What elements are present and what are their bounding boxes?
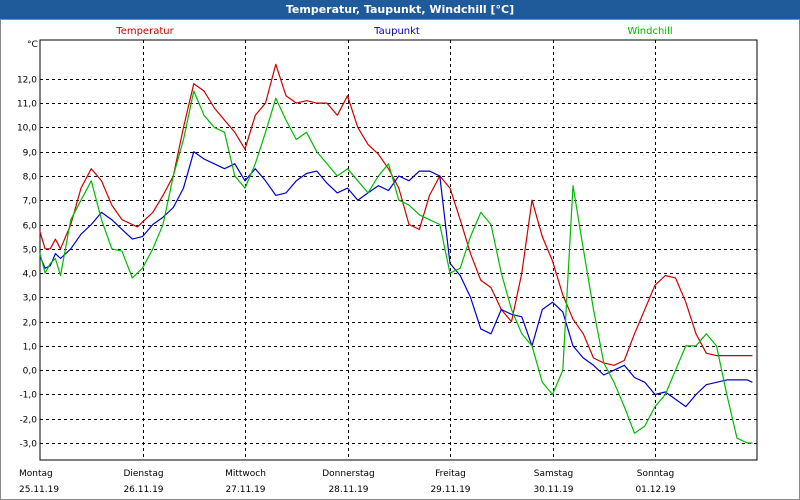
- grid-lines: [39, 39, 758, 461]
- y-tick-label: -2,0: [19, 416, 37, 426]
- y-tick-label: 12,0: [17, 76, 37, 86]
- x-tick-date-label: 01.12.19: [635, 485, 675, 495]
- y-tick-label: -3,0: [19, 440, 37, 450]
- y-tick-label: 4,0: [23, 270, 38, 280]
- y-tick-label: -1,0: [19, 391, 37, 401]
- series-line-temperatur: [39, 63, 753, 366]
- y-tick-label: 3,0: [23, 294, 38, 304]
- legend-taupunkt: Taupunkt: [373, 26, 420, 37]
- x-tick-day-label: Sonntag: [637, 469, 674, 479]
- y-tick-label: 2,0: [23, 319, 38, 329]
- y-tick-label: 10,0: [17, 124, 37, 134]
- x-tick-date-label: 25.11.19: [19, 485, 59, 495]
- x-tick-day-label: Freitag: [435, 469, 466, 479]
- y-tick-label: 8,0: [23, 173, 38, 183]
- x-tick-day-label: Mittwoch: [225, 469, 266, 479]
- x-tick-date-label: 28.11.19: [328, 485, 368, 495]
- chart-title: Temperatur, Taupunkt, Windchill [°C]: [0, 0, 800, 19]
- x-axis: Montag 25.11.19 Dienstag 26.11.19 Mittwoch 27…: [19, 469, 676, 495]
- x-tick-date-label: 30.11.19: [533, 485, 573, 495]
- x-tick-date-label: 26.11.19: [123, 485, 163, 495]
- y-tick-label: 9,0: [23, 149, 38, 159]
- legend-temperatur: Temperatur: [115, 26, 174, 37]
- y-tick-label: 5,0: [23, 246, 38, 256]
- x-tick-day-label: Samstag: [534, 469, 573, 479]
- y-tick-label: 7,0: [23, 197, 38, 207]
- y-tick-label: 0,0: [23, 367, 38, 377]
- x-tick-date-label: 27.11.19: [225, 485, 265, 495]
- y-tick-label: 6,0: [23, 222, 38, 232]
- series-line-taupunkt: [39, 151, 753, 408]
- series-line-windchill: [39, 90, 753, 444]
- x-tick-date-label: 29.11.19: [430, 485, 470, 495]
- x-tick-day-label: Donnerstag: [322, 469, 375, 479]
- y-tick-label: 11,0: [17, 100, 37, 110]
- y-axis: 12,0 11,0 10,0 9,0 8,0 7,0 6,0 5,0 4,0 3,0 2,0 1,0 0…: [17, 76, 37, 450]
- plot-border: [39, 39, 758, 461]
- x-tick-day-label: Montag: [19, 469, 53, 479]
- legend-windchill: Windchill: [627, 26, 672, 37]
- x-tick-day-label: Dienstag: [123, 469, 163, 479]
- y-axis-unit-label: °C: [27, 40, 38, 50]
- series-lines: [39, 63, 753, 444]
- y-tick-label: 1,0: [23, 343, 38, 353]
